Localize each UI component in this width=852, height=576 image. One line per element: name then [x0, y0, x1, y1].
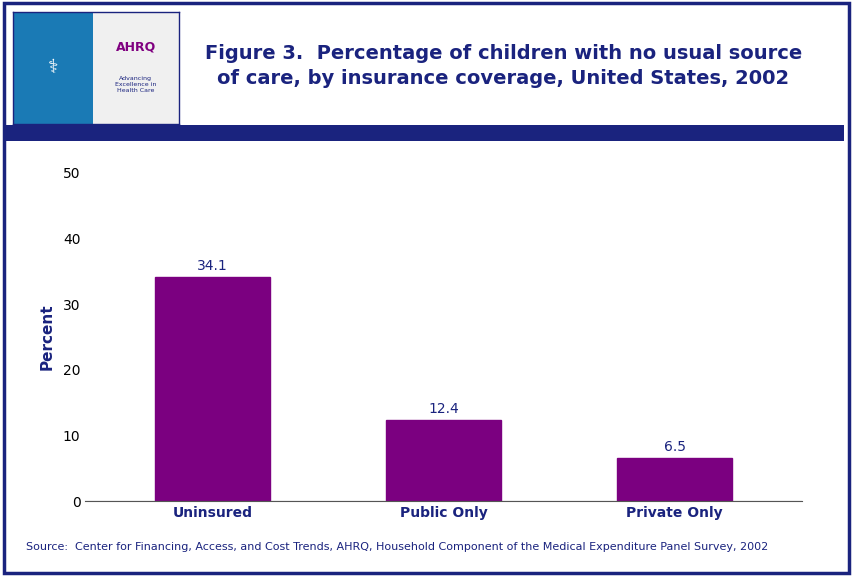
Bar	[13, 12, 93, 124]
Bar	[154, 277, 270, 501]
Text: Figure 3.  Percentage of children with no usual source
of care, by insurance cov: Figure 3. Percentage of children with no…	[204, 44, 801, 88]
Text: Advancing
Excellence in
Health Care: Advancing Excellence in Health Care	[115, 76, 157, 93]
Text: 12.4: 12.4	[428, 401, 458, 416]
Text: AHRQ: AHRQ	[116, 41, 156, 54]
Text: 34.1: 34.1	[197, 259, 227, 273]
Text: 6.5: 6.5	[663, 441, 685, 454]
Bar	[385, 420, 501, 501]
Text: Source:  Center for Financing, Access, and Cost Trends, AHRQ, Household Componen: Source: Center for Financing, Access, an…	[26, 542, 767, 552]
Bar	[616, 458, 732, 501]
Text: ⚕: ⚕	[48, 58, 58, 77]
Y-axis label: Percent: Percent	[39, 304, 55, 370]
Bar	[93, 12, 179, 124]
